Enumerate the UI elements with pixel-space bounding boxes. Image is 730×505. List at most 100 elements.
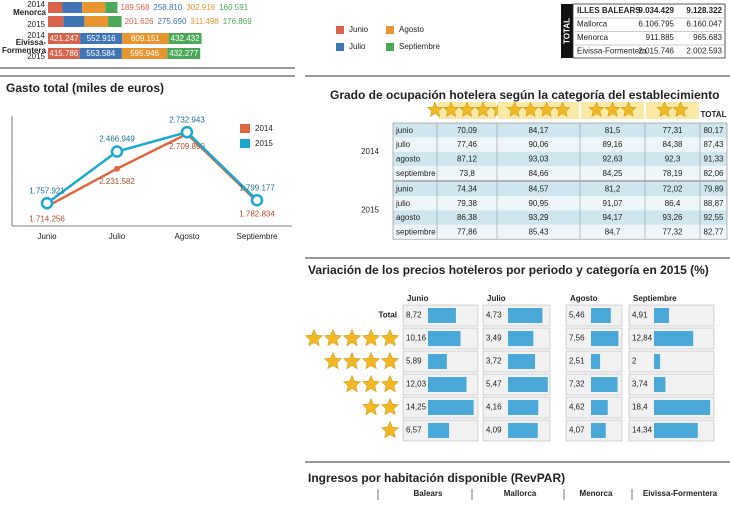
star-icon	[361, 351, 381, 370]
bar-segment	[122, 33, 169, 44]
bar	[591, 423, 606, 438]
table-cell: 79,38	[457, 199, 478, 208]
cell-bg	[628, 304, 715, 327]
point	[110, 145, 124, 158]
value-label: 1.799.177	[239, 183, 275, 192]
table-cell: 70,09	[457, 126, 478, 135]
value-label: 5,89	[406, 357, 422, 366]
table-cell: 91,33	[703, 155, 724, 164]
year-label: 2015	[361, 206, 379, 215]
star-icon	[588, 101, 605, 118]
legend-label: 2015	[255, 139, 273, 148]
x-tick-label: Julio	[109, 232, 126, 241]
value-label: 553.584	[86, 49, 115, 58]
bar	[654, 423, 698, 438]
table-cell: 81,5	[605, 126, 621, 135]
value-label: 2	[632, 357, 637, 366]
year-label: 2014	[27, 0, 45, 9]
point	[180, 125, 194, 139]
star-icon	[361, 397, 381, 416]
star-icon	[361, 374, 381, 393]
table-cell: 85,43	[528, 228, 549, 237]
group-label: Eivissa-Formentera	[1, 39, 46, 55]
point	[40, 196, 54, 210]
x-tick-label: Agosto	[175, 232, 200, 241]
star-icon	[458, 101, 476, 118]
total-tab-label: TOTAL	[563, 18, 572, 44]
star-icon	[380, 420, 400, 439]
year-label: 2014	[27, 31, 45, 40]
value-label: 4,07	[569, 426, 585, 435]
bar	[654, 400, 711, 415]
value-label: 12,03	[406, 380, 427, 389]
value-label: 1.757.921	[29, 186, 65, 195]
legend-label: Julio	[349, 42, 366, 51]
value-label: 421.247	[50, 34, 79, 43]
bar	[591, 400, 608, 415]
star-icon	[656, 101, 673, 118]
value-label: 2,51	[569, 357, 585, 366]
value-label: 3,74	[632, 380, 648, 389]
table-cell: 84,7	[605, 228, 621, 237]
year-label: 2014	[361, 147, 379, 156]
value-label: 8,72	[406, 311, 422, 320]
x-tick-label: Septiembre	[237, 232, 278, 241]
bar	[591, 354, 601, 369]
revpar-title: Ingresos por habitación disponible (RevP…	[308, 471, 565, 485]
star-icon	[474, 101, 492, 118]
star-icon	[342, 328, 362, 347]
table-cell: 77,46	[457, 140, 478, 149]
table-cell: 80,17	[703, 126, 724, 135]
bar	[508, 400, 539, 415]
value-label: 4,91	[632, 311, 648, 320]
table-cell: 92,3	[665, 155, 681, 164]
table-cell: 73,8	[459, 169, 475, 178]
point	[250, 193, 264, 207]
table-cell: 93,03	[528, 155, 549, 164]
column-header: Balears	[414, 489, 443, 498]
table-cell: 93,26	[662, 213, 683, 222]
star-icon	[323, 351, 343, 370]
value-label: 595.946	[130, 49, 159, 58]
legend-label: 2014	[255, 124, 273, 133]
cell-bg	[628, 373, 715, 396]
bar-segment	[84, 16, 109, 27]
bar-segment	[80, 33, 123, 44]
table-cell: 2.015.746	[638, 47, 674, 56]
value-label: 201.626	[125, 17, 154, 26]
star-icon	[380, 374, 400, 393]
star-icon	[342, 374, 362, 393]
table-cell: 82,06	[703, 169, 724, 178]
table-cell: 92,55	[703, 213, 724, 222]
table-cell: 6.106.795	[638, 20, 674, 29]
bar-segment	[48, 2, 63, 13]
value-label: 12,84	[632, 334, 653, 343]
star-icon	[426, 101, 444, 118]
table-cell: 79,89	[703, 184, 724, 193]
row-bg	[393, 224, 727, 240]
point	[114, 165, 120, 172]
value-label: 4,62	[569, 403, 585, 412]
bar-segment	[167, 48, 201, 59]
legend-swatch	[386, 26, 394, 34]
table-cell: junio	[395, 126, 413, 135]
table-cell: agosto	[396, 155, 421, 164]
row-bg	[393, 210, 727, 225]
table-cell: 2.002.593	[686, 47, 722, 56]
value-label: 18,4	[632, 403, 648, 412]
star-icon	[442, 101, 460, 118]
legend-swatch	[240, 139, 250, 148]
table-cell: 77,31	[662, 126, 683, 135]
value-label: 7,32	[569, 380, 585, 389]
table-cell: 6.160.047	[686, 20, 722, 29]
row-bg	[393, 196, 727, 211]
value-label: 2.709.890	[169, 142, 205, 151]
row-bg	[393, 151, 727, 167]
bar	[591, 331, 619, 346]
bar-segment	[79, 48, 122, 59]
value-label: 14,34	[632, 426, 653, 435]
value-label: 432.432	[171, 34, 200, 43]
value-label: 552.916	[87, 34, 116, 43]
legend-swatch	[386, 43, 394, 51]
table-cell: 965.683	[693, 33, 722, 42]
